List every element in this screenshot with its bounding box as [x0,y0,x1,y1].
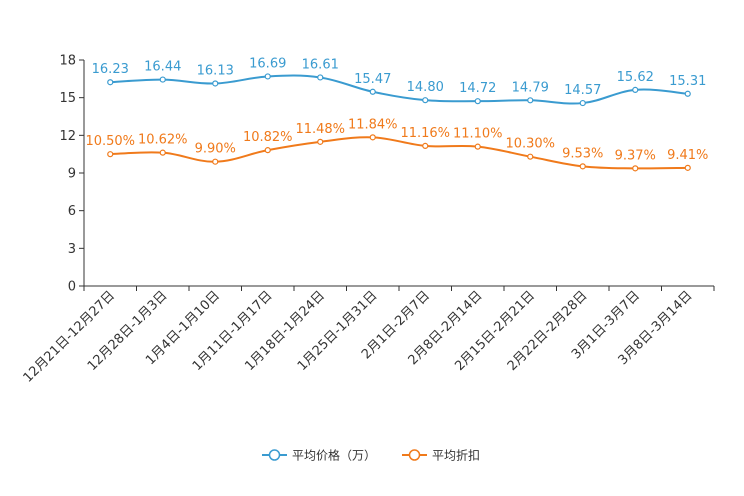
data-label: 14.72 [459,81,496,96]
data-point[interactable] [159,76,166,83]
legend-marker-icon [408,449,421,461]
data-point[interactable] [369,134,376,141]
data-point[interactable] [212,158,219,165]
data-point[interactable] [579,99,586,107]
data-label: 15.47 [354,72,391,87]
y-tick-label: 0 [68,280,76,295]
legend-item-1[interactable]: 平均价格（万） [262,448,376,463]
data-label: 14.79 [512,80,549,95]
data-label: 9.41% [667,148,708,163]
legend-item-2[interactable]: 平均折扣 [402,448,480,463]
data-point[interactable] [527,97,534,104]
series-line [110,74,688,105]
data-point[interactable] [579,163,586,170]
data-point[interactable] [264,147,271,154]
y-tick-label: 12 [59,129,76,144]
data-point[interactable] [422,97,429,104]
data-point[interactable] [474,98,481,105]
y-tick-label: 3 [68,242,76,257]
data-point[interactable] [317,138,324,145]
data-point[interactable] [317,74,324,81]
data-label: 10.30% [505,137,555,152]
data-point[interactable] [632,165,639,172]
data-label: 16.13 [197,63,234,78]
data-label: 11.16% [400,126,450,141]
data-label: 16.44 [144,60,181,75]
data-point[interactable] [684,90,691,97]
data-point[interactable] [474,143,481,150]
series-2: 10.50% 10.62% 9.90% 10.82%11.48% 11.84%11.16… [85,117,708,172]
data-label: 16.23 [92,62,129,77]
data-label: 14.80 [407,80,444,95]
y-tick-label: 9 [68,167,76,182]
data-label: 11.84% [348,117,398,132]
data-label: 9.90% [195,142,236,157]
data-point[interactable] [107,151,114,158]
data-point[interactable] [107,79,114,86]
x-tick-label: 12月21日-12月27日 [21,288,118,385]
data-label: 9.53% [562,146,603,161]
data-label: 11.10% [453,127,503,142]
data-point[interactable] [632,86,639,93]
data-point[interactable] [159,149,166,156]
data-label: 16.61 [302,57,339,72]
y-tick-label: 15 [59,91,76,106]
legend-marker-icon [268,449,281,461]
series-1: 16.23 16.44 16.13 16.69 16.61 15.47 14.80 14.72… [92,56,706,107]
legend-label: 平均折扣 [432,448,480,463]
axes: 036912151812月21日-12月27日12月28日-1月3日1月4日-1… [21,54,715,386]
data-label: 15.31 [669,74,706,89]
data-point[interactable] [369,88,376,95]
legend-label: 平均价格（万） [292,448,376,463]
legend[interactable]: 平均价格（万） 平均折扣 [262,448,480,463]
data-label: 15.62 [617,70,654,85]
data-point[interactable] [422,142,429,149]
data-point[interactable] [527,153,534,160]
data-point[interactable] [264,73,271,80]
series-line [110,136,688,170]
data-label: 10.82% [243,130,293,145]
data-label: 10.62% [138,133,188,148]
y-tick-label: 6 [68,204,76,219]
data-point[interactable] [684,164,691,171]
y-tick-label: 18 [59,54,76,69]
data-label: 11.48% [295,122,345,137]
data-label: 16.69 [249,56,286,71]
data-label: 14.57 [564,83,601,98]
data-point[interactable] [212,80,219,87]
data-label: 9.37% [615,148,656,163]
series-layer: 16.23 16.44 16.13 16.69 16.61 15.47 14.80 14.72… [85,56,708,172]
data-label: 10.50% [85,134,135,149]
